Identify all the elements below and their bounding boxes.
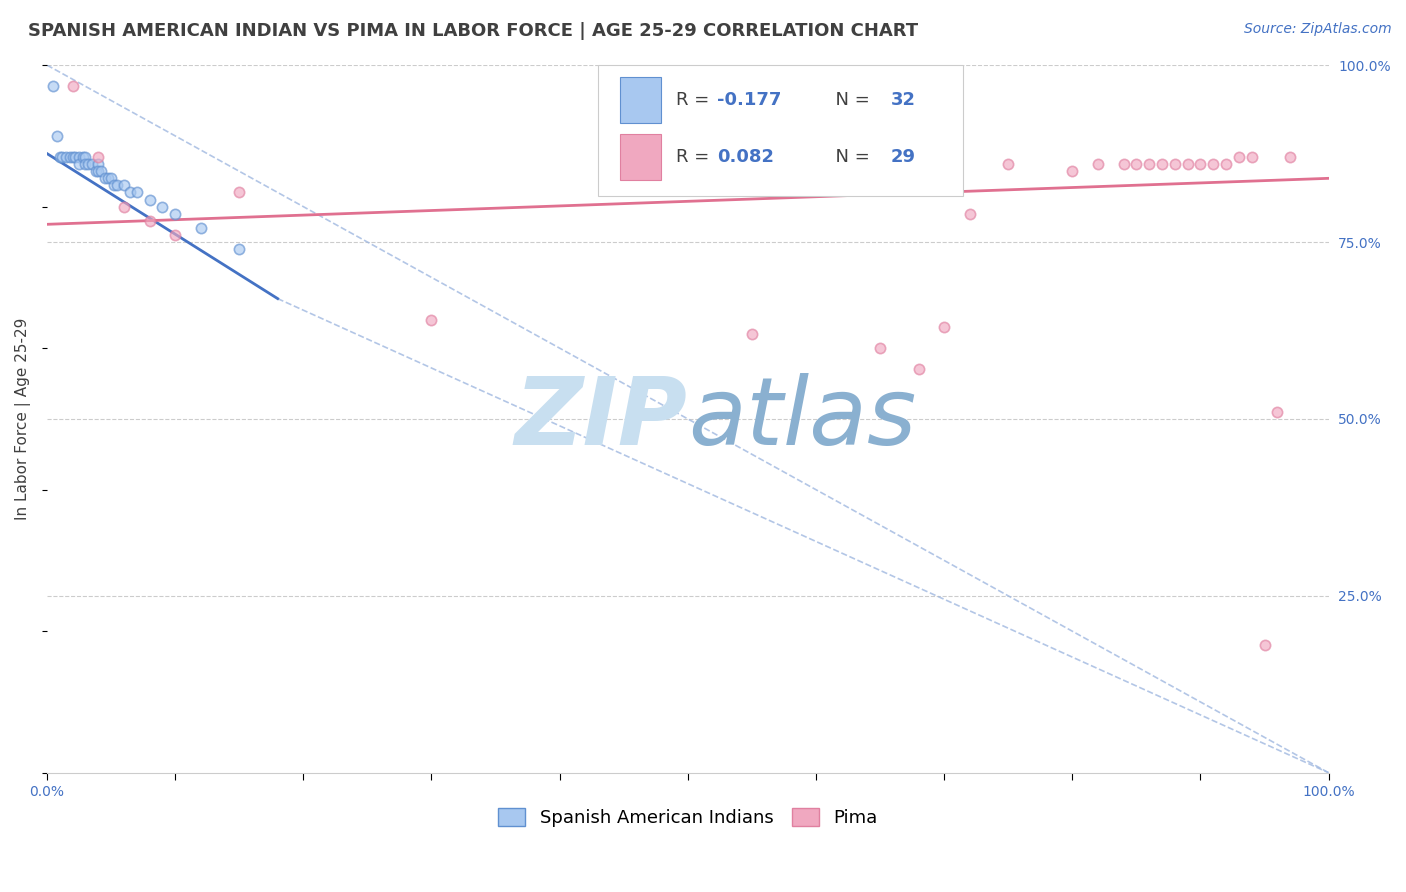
Point [59, 150, 82, 164]
Point [165, 207, 187, 221]
Point [190, 220, 212, 235]
Legend: Spanish American Indians, Pima: Spanish American Indians, Pima [491, 801, 884, 835]
Point [90, 164, 112, 178]
Point [1253, 639, 1275, 653]
Point [112, 178, 135, 193]
Point [87, 164, 110, 178]
Point [934, 320, 956, 334]
Point [1215, 157, 1237, 171]
Point [1062, 164, 1084, 178]
Point [1177, 157, 1199, 171]
Point [80, 157, 103, 171]
Point [93, 171, 115, 186]
Point [87, 150, 110, 164]
Point [72, 150, 94, 164]
Text: N =: N = [824, 92, 875, 110]
Point [84, 164, 107, 178]
Point [62, 150, 84, 164]
Text: 32: 32 [890, 92, 915, 110]
Text: Source: ZipAtlas.com: Source: ZipAtlas.com [1244, 22, 1392, 37]
Point [150, 200, 173, 214]
Point [107, 178, 129, 193]
Point [42, 79, 65, 94]
Point [1112, 157, 1135, 171]
Point [75, 157, 97, 171]
Point [97, 171, 120, 186]
Point [997, 157, 1019, 171]
Point [120, 186, 142, 200]
Point [125, 186, 148, 200]
Point [1164, 157, 1187, 171]
Point [1202, 157, 1225, 171]
Point [420, 313, 443, 327]
Point [67, 150, 90, 164]
Point [63, 150, 86, 164]
Point [55, 150, 77, 164]
FancyBboxPatch shape [620, 134, 661, 180]
Text: N =: N = [824, 148, 875, 166]
Point [1125, 157, 1147, 171]
Point [228, 186, 250, 200]
Point [103, 178, 125, 193]
Point [228, 242, 250, 256]
Point [51, 150, 73, 164]
Point [1189, 157, 1212, 171]
Text: 29: 29 [890, 148, 915, 166]
Text: R =: R = [676, 92, 716, 110]
Point [62, 79, 84, 94]
Text: R =: R = [676, 148, 716, 166]
Point [138, 193, 160, 207]
Text: SPANISH AMERICAN INDIAN VS PIMA IN LABOR FORCE | AGE 25-29 CORRELATION CHART: SPANISH AMERICAN INDIAN VS PIMA IN LABOR… [28, 22, 918, 40]
Point [1267, 405, 1289, 419]
Point [1240, 150, 1263, 164]
Point [67, 157, 90, 171]
Point [1087, 157, 1109, 171]
Point [77, 157, 100, 171]
Point [741, 326, 763, 341]
Point [869, 341, 891, 355]
Point [165, 227, 187, 242]
Point [112, 200, 135, 214]
Text: -0.177: -0.177 [717, 92, 782, 110]
Point [959, 207, 981, 221]
Point [87, 157, 110, 171]
Text: 0.082: 0.082 [717, 148, 775, 166]
FancyBboxPatch shape [620, 78, 661, 123]
Point [1279, 150, 1302, 164]
Point [46, 128, 69, 143]
Text: atlas: atlas [688, 374, 917, 465]
FancyBboxPatch shape [598, 65, 963, 196]
Text: ZIP: ZIP [515, 373, 688, 465]
Point [138, 214, 160, 228]
Point [907, 362, 929, 376]
Point [75, 150, 97, 164]
Point [100, 171, 122, 186]
Point [1150, 157, 1173, 171]
Point [49, 150, 72, 164]
Point [1137, 157, 1160, 171]
Y-axis label: In Labor Force | Age 25-29: In Labor Force | Age 25-29 [15, 318, 31, 520]
Point [1227, 150, 1250, 164]
